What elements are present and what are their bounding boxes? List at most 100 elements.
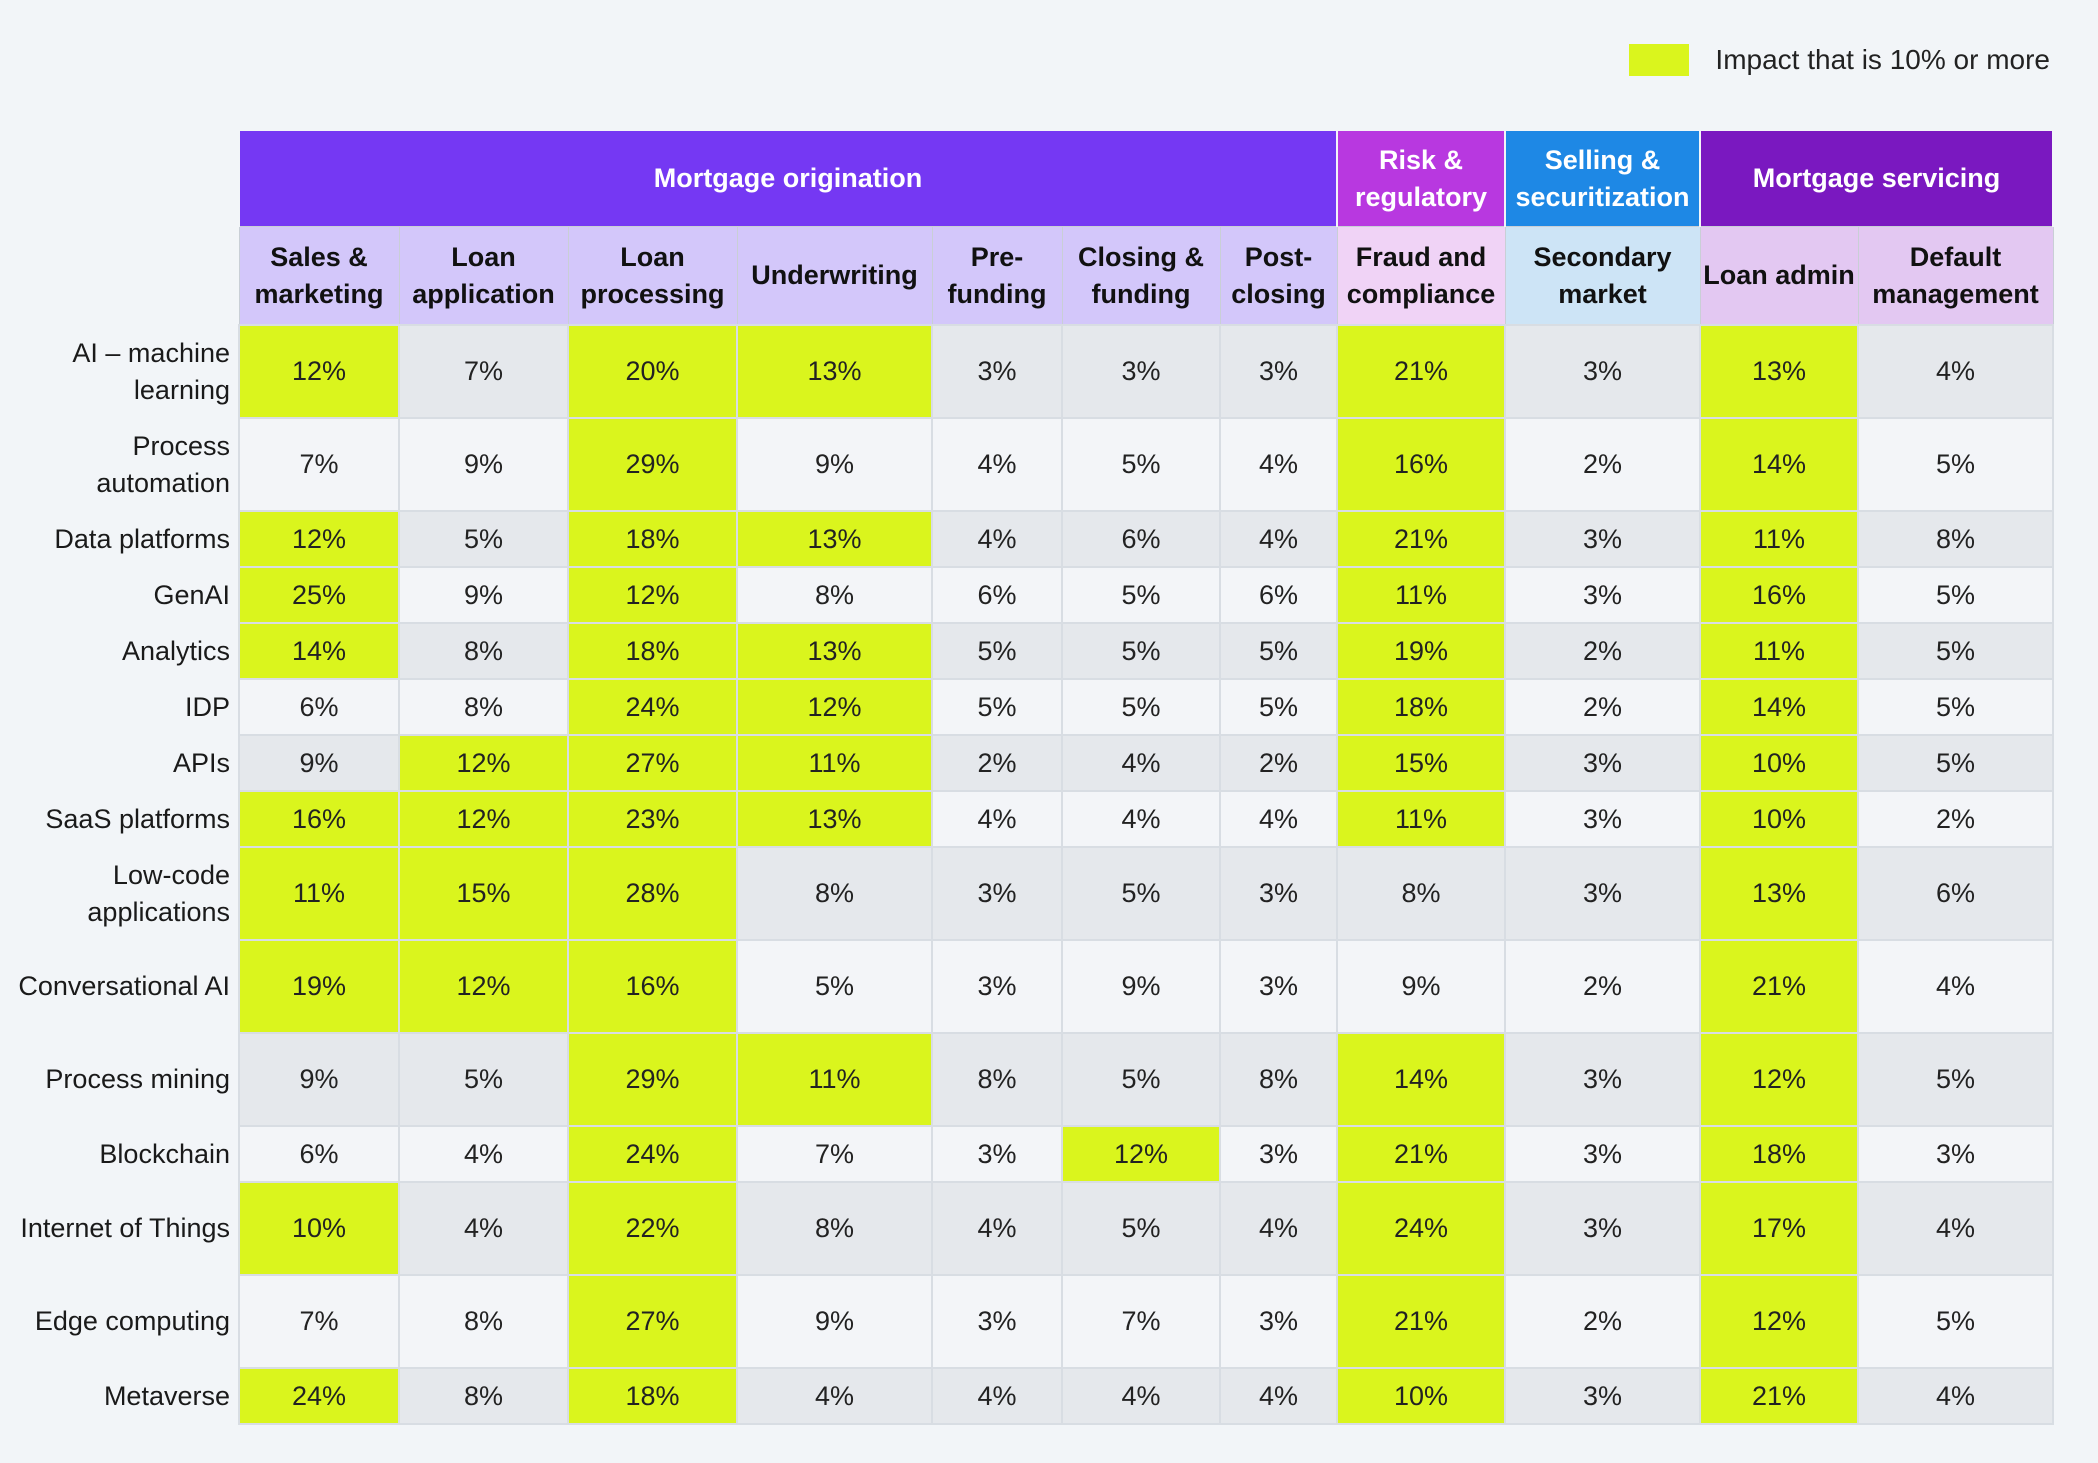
header-stub — [0, 131, 239, 227]
heatmap-cell: 4% — [1857, 324, 2054, 419]
column-header-stub — [0, 227, 239, 326]
legend: Impact that is 10% or more — [1629, 44, 2050, 76]
table-row: SaaS platforms 16% 12% 23% 13% 4% 4% 4% 11% 3% 10%… — [0, 790, 2054, 848]
heatmap-cell: 4% — [1857, 939, 2054, 1034]
heatmap-cell: 3% — [1504, 790, 1701, 848]
heatmap-cell: 5% — [398, 510, 569, 568]
heatmap-cell: 15% — [398, 846, 569, 941]
heatmap-cell: 4% — [1061, 790, 1221, 848]
heatmap-cell: 3% — [1061, 324, 1221, 419]
heatmap-cell: 8% — [1857, 510, 2054, 568]
heatmap-cell: 3% — [931, 1274, 1063, 1369]
heatmap-cell: 12% — [398, 939, 569, 1034]
heatmap-cell: 8% — [398, 622, 569, 680]
heatmap-cell: 11% — [1699, 510, 1859, 568]
heatmap-cell: 6% — [1219, 566, 1338, 624]
table-row: Edge computing 7% 8% 27% 9% 3% 7% 3% 21% 2% 12% 5% — [0, 1274, 2054, 1369]
heatmap-cell: 11% — [1699, 622, 1859, 680]
heatmap-cell: 4% — [1857, 1181, 2054, 1276]
heatmap-cell: 7% — [398, 324, 569, 419]
heatmap-cell: 3% — [1219, 1274, 1338, 1369]
row-label: APIs — [172, 747, 230, 778]
heatmap-cell: 11% — [736, 1032, 933, 1127]
heatmap-cell: 9% — [1336, 939, 1506, 1034]
heatmap-cell: 22% — [567, 1181, 738, 1276]
heatmap-cell: 18% — [567, 510, 738, 568]
heatmap-cell: 16% — [1336, 417, 1506, 512]
heatmap-cell: 9% — [238, 1032, 400, 1127]
group-header-row: Mortgage origination Risk & regulatory Sel… — [0, 131, 2054, 227]
row-label: Conversational AI — [18, 971, 230, 1001]
heatmap-cell: 4% — [931, 790, 1063, 848]
heatmap-cell: 12% — [398, 790, 569, 848]
row-label: Edge computing — [34, 1306, 230, 1336]
heatmap-cell: 8% — [736, 1181, 933, 1276]
table-row: Analytics 14% 8% 18% 13% 5% 5% 5% 19% 2% 11% 5% — [0, 622, 2054, 680]
heatmap-cell: 13% — [736, 622, 933, 680]
heatmap-cell: 27% — [567, 1274, 738, 1369]
heatmap-cell: 16% — [567, 939, 738, 1034]
table-row: Conversational AI 19% 12% 16% 5% 3% 9% 3% 9% 2% 21… — [0, 939, 2054, 1034]
table-row: Low-code applications 11% 15% 28% 8% 3% 5% 3% 8%… — [0, 846, 2054, 941]
heatmap-cell: 9% — [238, 734, 400, 792]
heatmap-cell: 3% — [1504, 734, 1701, 792]
heatmap-body: AI – machine learning 12% 7% 20% 13% 3% 3% 3% 21… — [0, 324, 2054, 1425]
heatmap-cell: 5% — [1219, 678, 1338, 736]
heatmap-table: Mortgage origination Risk & regulatory Sel… — [0, 131, 2054, 1425]
heatmap-cell: 14% — [1336, 1032, 1506, 1127]
column-header: Loan processing — [567, 226, 738, 326]
heatmap-cell: 4% — [931, 1181, 1063, 1276]
heatmap-cell: 4% — [1219, 417, 1338, 512]
column-header: Loan application — [398, 226, 569, 326]
heatmap-cell: 28% — [567, 846, 738, 941]
table-row: Blockchain 6% 4% 24% 7% 3% 12% 3% 21% 3% 18% 3% — [0, 1125, 2054, 1183]
row-label: Blockchain — [99, 1138, 230, 1169]
heatmap-cell: 2% — [1504, 622, 1701, 680]
heatmap-cell: 10% — [1699, 790, 1859, 848]
heatmap-cell: 12% — [736, 678, 933, 736]
heatmap-cell: 11% — [1336, 790, 1506, 848]
heatmap-cell: 24% — [567, 678, 738, 736]
row-label: Data platforms — [54, 523, 230, 554]
group-header: Risk & regulatory — [1336, 131, 1506, 227]
heatmap-cell: 7% — [736, 1125, 933, 1183]
table-row: AI – machine learning 12% 7% 20% 13% 3% 3% 3% 21… — [0, 324, 2054, 419]
heatmap-cell: 3% — [931, 846, 1063, 941]
heatmap-cell: 5% — [1857, 1274, 2054, 1369]
heatmap-cell: 9% — [736, 1274, 933, 1369]
heatmap-cell: 9% — [398, 417, 569, 512]
heatmap-cell: 13% — [736, 790, 933, 848]
heatmap-cell: 5% — [1061, 417, 1221, 512]
heatmap-cell: 21% — [1699, 939, 1859, 1034]
heatmap-cell: 3% — [1504, 1367, 1701, 1425]
heatmap-cell: 3% — [931, 1125, 1063, 1183]
heatmap-cell: 17% — [1699, 1181, 1859, 1276]
heatmap-cell: 2% — [1857, 790, 2054, 848]
heatmap-cell: 4% — [931, 510, 1063, 568]
heatmap-cell: 2% — [1504, 417, 1701, 512]
heatmap-cell: 5% — [1857, 622, 2054, 680]
heatmap-cell: 3% — [931, 324, 1063, 419]
column-header: Sales & marketing — [238, 226, 400, 326]
heatmap-cell: 11% — [736, 734, 933, 792]
heatmap-cell: 29% — [567, 417, 738, 512]
heatmap-cell: 21% — [1336, 1125, 1506, 1183]
heatmap-cell: 2% — [1504, 1274, 1701, 1369]
heatmap-cell: 6% — [931, 566, 1063, 624]
heatmap-cell: 8% — [736, 566, 933, 624]
heatmap-cell: 3% — [1857, 1125, 2054, 1183]
heatmap-cell: 5% — [1857, 566, 2054, 624]
heatmap-cell: 18% — [567, 622, 738, 680]
heatmap-cell: 12% — [1061, 1125, 1221, 1183]
heatmap-cell: 3% — [1504, 566, 1701, 624]
heatmap-cell: 3% — [1504, 510, 1701, 568]
heatmap-cell: 2% — [1219, 734, 1338, 792]
heatmap-cell: 19% — [1336, 622, 1506, 680]
heatmap-cell: 3% — [1219, 939, 1338, 1034]
heatmap-cell: 24% — [238, 1367, 400, 1425]
heatmap-cell: 10% — [238, 1181, 400, 1276]
heatmap-cell: 5% — [1061, 678, 1221, 736]
heatmap-cell: 5% — [736, 939, 933, 1034]
heatmap-cell: 8% — [1336, 846, 1506, 941]
row-label: Low-code applications — [87, 859, 230, 927]
